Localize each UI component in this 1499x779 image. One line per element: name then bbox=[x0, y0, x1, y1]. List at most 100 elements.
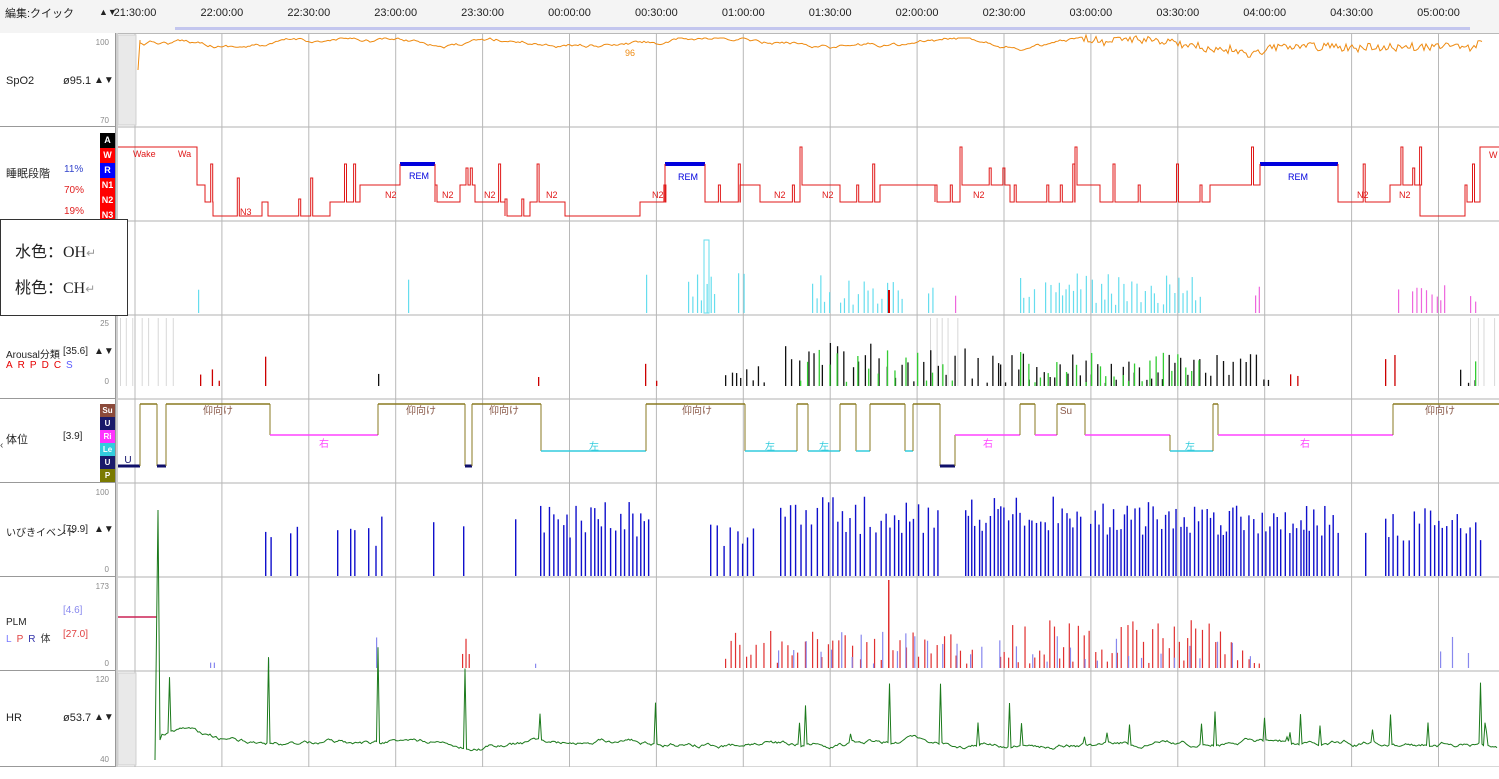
position-key-u[interactable]: U bbox=[100, 417, 115, 430]
arousal-bar bbox=[1141, 381, 1143, 386]
position-key-ri[interactable]: Ri bbox=[100, 430, 115, 443]
snore-bar bbox=[898, 520, 900, 576]
snore-bar bbox=[1023, 525, 1026, 576]
arousal-bar bbox=[813, 353, 815, 386]
snore-events bbox=[265, 496, 1482, 576]
snore-bar bbox=[584, 532, 587, 576]
snore-bar bbox=[1429, 510, 1432, 576]
snore-bar bbox=[869, 526, 871, 576]
plm-bar bbox=[905, 647, 908, 668]
snore-bar bbox=[1130, 519, 1132, 576]
arousal-bar bbox=[877, 373, 879, 386]
snore-bar bbox=[1031, 520, 1033, 576]
channel-name: PLM bbox=[6, 617, 27, 628]
position-key-su[interactable]: Su bbox=[100, 404, 115, 417]
arousal-bar bbox=[1475, 361, 1477, 386]
oh-event-bar bbox=[1085, 275, 1087, 313]
arousal-bar bbox=[1245, 362, 1247, 386]
scale-arrows[interactable]: ▲▼ bbox=[94, 712, 114, 723]
stage-key-r[interactable]: R bbox=[100, 163, 115, 178]
plm-bar bbox=[1095, 652, 1097, 668]
position-key-le[interactable]: Le bbox=[100, 443, 115, 456]
plm-bar bbox=[1101, 649, 1103, 668]
plm-bar bbox=[1032, 654, 1034, 668]
stage-key-w[interactable]: W bbox=[100, 148, 115, 163]
oh-event-bar bbox=[1174, 292, 1176, 313]
scale-arrows[interactable]: ▲▼ bbox=[94, 346, 114, 357]
arousal-bar bbox=[1385, 359, 1387, 386]
arousal-bar bbox=[1099, 366, 1102, 386]
channel-position-panel[interactable]: 体位 [3.9] Su U Ri Le U P bbox=[0, 399, 116, 483]
channel-spo2-panel[interactable]: SpO2 ø95.1 ▲▼ 100 70 bbox=[0, 33, 116, 127]
plm-bar bbox=[1162, 638, 1164, 668]
snore-bar bbox=[1052, 496, 1054, 576]
stage-key-n1[interactable]: N1 bbox=[100, 178, 115, 193]
time-nav-arrows[interactable]: ▲▼ bbox=[99, 7, 117, 17]
artifact-bar bbox=[148, 318, 150, 386]
plm-bar bbox=[1230, 642, 1232, 668]
snore-bar bbox=[1180, 526, 1182, 576]
plm-bar bbox=[781, 641, 783, 668]
arousal-bar bbox=[645, 363, 647, 386]
scale-arrows[interactable]: ▲▼ bbox=[94, 524, 114, 535]
plm-bar bbox=[1120, 627, 1122, 668]
stage-key-n2[interactable]: N2 bbox=[100, 193, 115, 208]
position-key-u[interactable]: U bbox=[100, 456, 115, 469]
arousal-bar bbox=[1267, 379, 1270, 386]
oh-event-bar bbox=[1065, 289, 1067, 313]
snore-bar bbox=[849, 518, 851, 576]
snore-bar bbox=[997, 509, 999, 576]
arousal-bar bbox=[1067, 373, 1069, 386]
scale-bottom: 0 bbox=[104, 659, 109, 668]
plm-bar bbox=[936, 645, 938, 668]
oh-event-bar bbox=[1140, 302, 1142, 313]
arousal-bar bbox=[1004, 382, 1007, 386]
plm-bar bbox=[866, 642, 868, 668]
plm-bar bbox=[956, 643, 958, 668]
arousal-bar bbox=[1171, 370, 1173, 386]
position-key-p[interactable]: P bbox=[100, 469, 115, 482]
snore-bar bbox=[1402, 540, 1405, 576]
legend-ch: 桃色：CH↵ bbox=[15, 280, 96, 297]
channel-snore-panel[interactable]: いびきイベント [79.9] ▲▼ 100 0 bbox=[0, 483, 116, 577]
oh-event-bar bbox=[1061, 295, 1064, 313]
ch-event-bar bbox=[1255, 295, 1257, 313]
snore-bar bbox=[978, 519, 981, 576]
oh-event-bar bbox=[1178, 277, 1180, 313]
oh-event-bar bbox=[1169, 284, 1171, 313]
plm-bar bbox=[465, 638, 467, 668]
oh-event-bar bbox=[1186, 290, 1188, 313]
channel-hr-panel[interactable]: HR ø53.7 ▲▼ 120 40 bbox=[0, 671, 116, 767]
snore-bar bbox=[741, 543, 744, 576]
plm-bar bbox=[1049, 620, 1051, 668]
plm-bar bbox=[1216, 641, 1219, 668]
panel-splitter[interactable] bbox=[116, 33, 118, 767]
time-scroll-bar[interactable] bbox=[175, 27, 1470, 30]
plm-bar bbox=[1199, 658, 1201, 668]
channel-sleep-stage-panel[interactable]: 睡眠段階 11% 70% 19% A W R N1 N2 N3 bbox=[0, 127, 116, 223]
arousal-bar bbox=[1056, 362, 1058, 386]
snore-bar bbox=[620, 513, 622, 576]
snore-bar bbox=[794, 504, 797, 576]
scale-bottom: 40 bbox=[100, 755, 109, 764]
plm-bar bbox=[838, 640, 840, 668]
oh-event-bar bbox=[1050, 284, 1052, 313]
collapse-handle[interactable]: ‹ bbox=[0, 440, 4, 451]
scale-arrows[interactable]: ▲▼ bbox=[94, 75, 114, 86]
snore-bar bbox=[1289, 533, 1291, 576]
ch-event-bar bbox=[1398, 289, 1400, 313]
stage-label-n2: N2 bbox=[1399, 190, 1411, 200]
snore-bar bbox=[1313, 509, 1315, 576]
type-letter: C bbox=[53, 360, 62, 371]
edit-mode-label[interactable]: 編集:クイック bbox=[5, 8, 75, 20]
snore-bar bbox=[381, 516, 383, 576]
snore-bar bbox=[604, 502, 606, 576]
snore-bar bbox=[1235, 505, 1238, 576]
stage-key-a[interactable]: A bbox=[100, 133, 115, 148]
hypnogram-line bbox=[118, 146, 1499, 217]
oh-event-bar bbox=[1023, 297, 1025, 313]
